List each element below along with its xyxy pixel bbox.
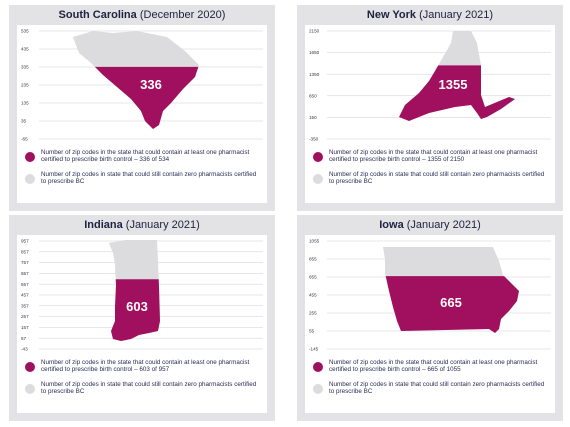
panel-title: New York (January 2021) [297,5,563,25]
panel-title: Indiana (January 2021) [9,215,275,235]
legend: Number of zip codes in the state that co… [311,359,551,403]
y-tick-label: 35 [21,119,27,124]
y-tick-label: 535 [21,29,29,34]
state-shape-filled [399,65,515,121]
value-label: 1355 [439,77,468,92]
panel-new-york: New York (January 2021) 2150 1650 1350 650 1… [297,5,563,211]
y-tick-label: 257 [21,314,29,319]
y-tick-label: 1350 [309,72,320,77]
y-tick-label: -145 [309,347,319,352]
y-tick-label: 55 [309,329,315,334]
legend-swatch-empty [313,174,323,184]
legend: Number of zip codes in the state that co… [23,149,263,193]
y-tick-label: 655 [309,275,317,280]
chart-card: 1055 855 655 455 255 55 -145 665 Number of zip… [305,235,555,413]
y-tick-label: 857 [21,249,29,254]
y-tick-label: -350 [309,137,319,142]
legend-swatch-filled [25,362,35,372]
y-tick-label: 757 [21,260,29,265]
legend: Number of zip codes in the state that co… [23,359,263,403]
state-name: Indiana [84,219,123,231]
legend-item-filled: Number of zip codes in the state that co… [311,149,551,171]
y-tick-label: 657 [21,271,29,276]
legend-text-filled: Number of zip codes in the state that co… [329,149,538,164]
state-chart: 535 435 335 235 135 35 -65 336 [21,29,263,142]
panel-south-carolina: South Carolina (December 2020) 535 435 335… [9,5,275,211]
y-tick-label: 235 [21,83,29,88]
value-label: 603 [126,299,148,314]
chart-card: 2150 1650 1350 650 150 -350 1355 Number of zi… [305,25,555,203]
legend-swatch-empty [25,384,35,394]
y-tick-label: 57 [21,336,27,341]
legend-text-filled: Number of zip codes in the state that co… [41,359,250,374]
y-tick-label: 457 [21,293,29,298]
state-name: New York [366,9,417,21]
y-tick-label: 150 [309,115,317,120]
legend-item-empty: Number of zip codes in state that could … [23,381,263,403]
state-name: Iowa [379,219,404,231]
y-tick-label: 435 [21,47,29,52]
legend-swatch-filled [313,362,323,372]
y-tick-label: -65 [21,137,28,142]
legend-swatch-filled [313,152,323,162]
state-chart: 957 857 757 657 557 457 357 257 157 57 -43 603 [21,239,263,352]
legend-text-empty: Number of zip codes in state that could … [329,381,545,396]
y-tick-label: -43 [21,347,28,352]
y-tick-label: 2150 [309,29,320,34]
legend-item-empty: Number of zip codes in state that could … [23,171,263,193]
legend-item-filled: Number of zip codes in the state that co… [311,359,551,381]
y-tick-label: 650 [309,93,317,98]
y-tick-label: 455 [309,293,317,298]
state-shape-filled [94,66,199,129]
legend-item-filled: Number of zip codes in the state that co… [23,359,263,381]
panel-title: Iowa (January 2021) [297,215,563,235]
y-tick-label: 1055 [309,239,320,244]
legend-item-filled: Number of zip codes in the state that co… [23,149,263,171]
date-label: (January 2021) [406,219,481,231]
legend-text-empty: Number of zip codes in state that could … [329,171,545,186]
state-chart: 2150 1650 1350 650 150 -350 1355 [309,29,551,142]
legend-text-empty: Number of zip codes in state that could … [41,381,257,396]
y-tick-label: 357 [21,303,29,308]
legend-item-empty: Number of zip codes in state that could … [311,381,551,403]
value-label: 336 [140,77,162,92]
y-tick-label: 957 [21,239,29,244]
date-label: (January 2021) [125,219,200,231]
y-tick-label: 255 [309,311,317,316]
y-tick-label: 157 [21,325,29,330]
state-name: South Carolina [58,9,137,21]
y-tick-label: 1650 [309,50,320,55]
legend-item-empty: Number of zip codes in state that could … [311,171,551,193]
date-label: (December 2020) [139,9,226,21]
legend-text-empty: Number of zip codes in state that could … [41,171,257,186]
legend-text-filled: Number of zip codes in the state that co… [41,149,250,164]
y-tick-label: 557 [21,282,29,287]
state-chart: 1055 855 655 455 255 55 -145 665 [309,239,551,352]
y-tick-label: 335 [21,65,29,70]
panel-title: South Carolina (December 2020) [9,5,275,25]
state-shape-filled [385,276,519,333]
legend: Number of zip codes in the state that co… [311,149,551,193]
panel-indiana: Indiana (January 2021) 957 857 757 657 557 45… [9,215,275,421]
legend-swatch-empty [313,384,323,394]
chart-card: 535 435 335 235 135 35 -65 336 Number of zip c… [17,25,267,203]
chart-card: 957 857 757 657 557 457 357 257 157 57 -43 603 Num… [17,235,267,413]
value-label: 665 [440,295,462,310]
legend-text-filled: Number of zip codes in the state that co… [329,359,538,374]
panel-iowa: Iowa (January 2021) 1055 855 655 455 255 55 -1… [297,215,563,421]
state-shape-filled [111,279,160,341]
date-label: (January 2021) [419,9,494,21]
y-tick-label: 855 [309,257,317,262]
legend-swatch-empty [25,174,35,184]
legend-swatch-filled [25,152,35,162]
y-tick-label: 135 [21,101,29,106]
